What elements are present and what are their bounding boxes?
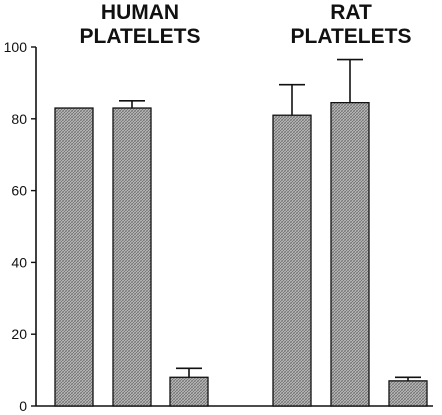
y-tick-label: 60 (11, 183, 27, 199)
bar (54, 107, 94, 407)
bar (388, 380, 428, 407)
bar (169, 376, 209, 407)
y-tick-label: 20 (11, 326, 27, 342)
group-label: RAT (330, 1, 372, 24)
bar (272, 114, 312, 407)
bar (112, 107, 152, 407)
group-label: PLATELETS (80, 25, 201, 48)
y-tick-label: 80 (11, 111, 27, 127)
bar (330, 101, 370, 407)
group-label: PLATELETS (291, 25, 412, 48)
y-tick-label: 40 (11, 254, 27, 270)
y-tick-label: 0 (19, 398, 27, 414)
y-tick-label: 100 (4, 39, 28, 55)
group-label: HUMAN (101, 1, 179, 24)
